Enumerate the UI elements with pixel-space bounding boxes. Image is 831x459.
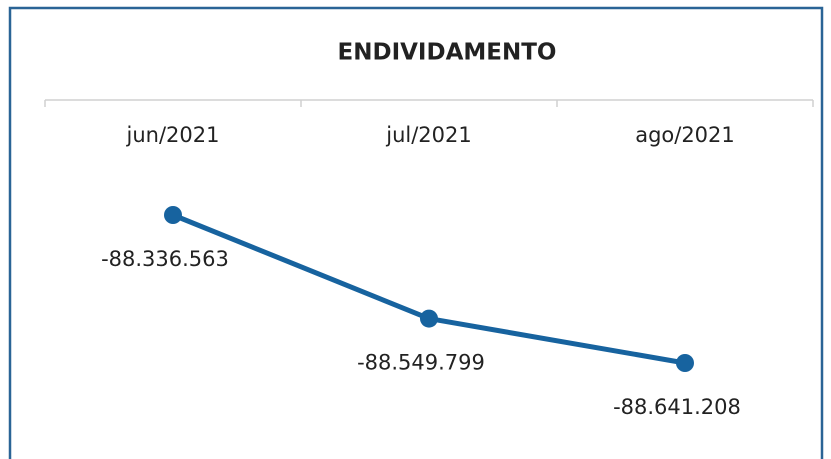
frame (8, 6, 824, 459)
data-point (164, 206, 182, 224)
data-label: -88.336.563 (101, 247, 229, 271)
data-point (420, 309, 438, 328)
data-point (676, 354, 694, 372)
x-tick-label: ago/2021 (635, 123, 735, 147)
x-tick-label: jun/2021 (126, 123, 220, 147)
x-tick-label: jul/2021 (385, 123, 472, 147)
chart-title: ENDIVIDAMENTO (338, 40, 557, 66)
data-label: -88.641.208 (613, 395, 741, 419)
data-label: -88.549.799 (357, 351, 485, 375)
